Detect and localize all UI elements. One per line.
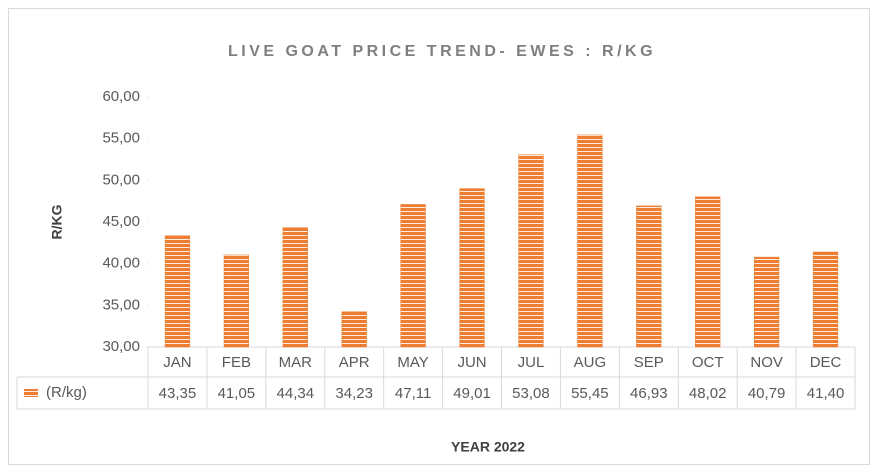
data-table-value: 41,40 [807,385,845,402]
x-tick-label: SEP [634,354,664,371]
data-table-value: 40,79 [748,385,786,402]
chart-border [8,8,870,465]
y-tick-label: 30,00 [102,338,140,355]
x-tick-label: AUG [574,354,607,371]
y-tick-label: 40,00 [102,255,140,272]
x-tick-label: NOV [750,354,783,371]
bar [282,227,308,348]
x-tick-label: MAY [397,354,428,371]
data-table-value: 48,02 [689,385,727,402]
bar [812,251,839,348]
data-table-value: 47,11 [395,385,431,402]
chart-title: LIVE GOAT PRICE TREND- EWES : R/KG [228,43,656,60]
y-axis-title: R/KG [49,204,65,239]
x-tick-label: FEB [222,354,251,371]
x-tick-label: OCT [692,354,724,371]
bar [223,254,249,348]
data-table-value: 44,34 [277,385,315,402]
y-tick-label: 60,00 [102,88,140,105]
bar [400,204,426,348]
x-tick-label: DEC [810,354,842,371]
x-tick-label: JUN [457,354,486,371]
bar [754,256,780,348]
data-table-value: 41,05 [218,385,256,402]
data-table-value: 53,08 [512,385,550,402]
bar [341,311,367,348]
y-tick-label: 55,00 [102,130,140,147]
bar [695,196,721,348]
bar [577,134,603,348]
x-tick-label: MAR [279,354,313,371]
data-table-value: 49,01 [453,385,491,402]
y-tick-label: 35,00 [102,296,140,313]
bar [459,188,485,348]
x-axis-title: YEAR 2022 [451,439,525,455]
y-tick-label: 45,00 [102,213,140,230]
bar [164,235,191,348]
data-table-value: 55,45 [571,385,609,402]
y-tick-label: 50,00 [102,171,140,188]
data-table-value: 46,93 [630,385,668,402]
x-tick-label: JAN [163,354,191,371]
legend-key [24,389,38,397]
bar [636,205,662,348]
legend-entry: (R/kg) [46,384,87,401]
data-table-value: 43,35 [159,385,197,402]
x-tick-label: APR [339,354,370,371]
x-tick-label: JUL [518,354,545,371]
data-table-value: 34,23 [335,385,373,402]
bar [518,154,544,348]
